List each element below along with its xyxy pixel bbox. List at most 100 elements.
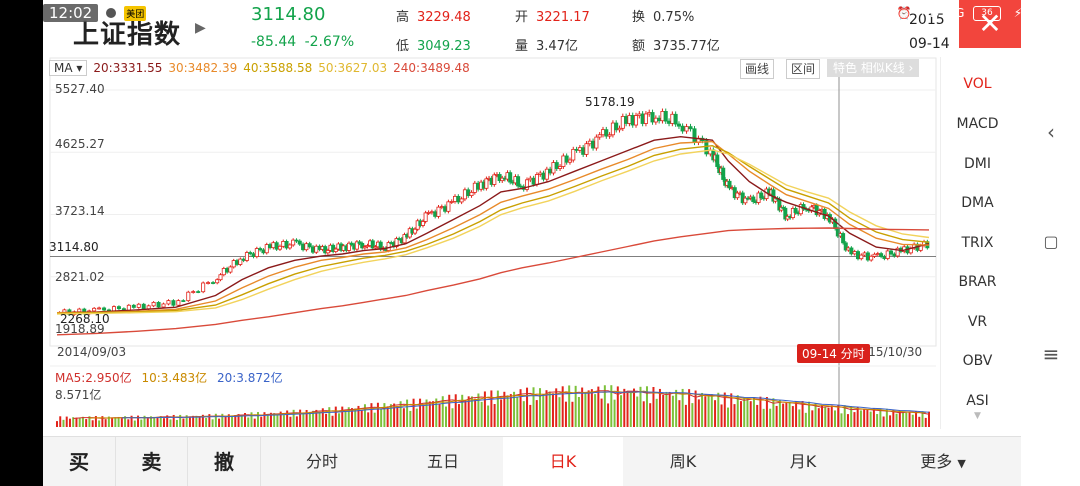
candle-body [277,245,282,250]
tab-five-day[interactable]: 五日 [426,452,459,471]
tab-monthly-k[interactable]: 月K [789,452,817,471]
indicator-dma[interactable]: DMA [961,195,994,211]
next-index-arrow-icon[interactable]: ▶ [195,20,206,36]
candle-body [882,256,887,259]
volume-bar [402,408,405,427]
volume-bar [872,408,875,427]
cancel-order-button[interactable]: 撤 [214,450,234,474]
tab-more[interactable]: 更多 ▼ [883,437,1003,486]
volume-bar [260,416,263,427]
volume-bar [496,390,499,427]
volume-bar [717,392,720,427]
volume-bar [289,416,292,427]
volume-bar [743,397,746,427]
candle-body [251,253,256,258]
ma-selector[interactable]: MA ▾ [49,60,88,76]
indicator-macd[interactable]: MACD [956,116,999,132]
close-button[interactable]: ✕ [959,0,1021,48]
indicator-vol[interactable]: VOL [963,76,992,92]
volume-bar [905,412,908,427]
candle-body [571,148,576,161]
volume-bar [801,401,804,427]
candle-body [704,140,709,155]
candle-body [453,195,458,202]
volume-bar [467,396,470,427]
candle-body [647,112,652,115]
volume-bar [198,416,201,427]
volume-bar [247,417,250,427]
volume-bar [127,419,130,427]
recents-icon[interactable]: ≡ [1042,342,1060,366]
draw-line-button[interactable]: 画线 [740,59,775,79]
candle-body [859,254,864,260]
indicator-vr[interactable]: VR [967,314,988,330]
candle-body [331,244,336,253]
volume-bar [837,404,840,427]
indicator-obv[interactable]: OBV [962,353,993,369]
buy-button[interactable]: 买 [69,450,89,474]
ma-line [56,227,930,336]
similar-kline-button[interactable]: 特色 相似K线 › [827,59,920,77]
candle-body [271,242,276,249]
volume-bar [166,415,169,427]
volume-bar [678,400,681,427]
volume-bar [331,415,334,427]
volume-bar [101,416,104,427]
volume-bar [500,399,503,427]
volume-bar [172,414,175,427]
volume-bar [59,416,62,427]
volume-bar [846,414,849,427]
notification-dot-icon [104,6,119,20]
home-icon[interactable]: ▢ [1043,232,1059,251]
volume-bar [188,417,191,427]
volume-bar [140,419,143,427]
candle-body [673,113,678,125]
candle-body [325,250,330,254]
back-icon[interactable]: ‹ [1047,120,1055,144]
tab-weekly-k[interactable]: 周K [669,452,697,471]
candle-body [607,134,612,137]
volume-bar [869,411,872,427]
volume-bar [292,409,295,427]
candle-body [541,172,546,180]
more-dots: · · · [173,4,198,22]
volume-bar [312,410,315,427]
volume-bar [354,408,357,427]
volume-bar [778,400,781,427]
indicator-asi[interactable]: ASI [966,393,989,409]
volume-bar [376,402,379,427]
kline-chart[interactable] [49,57,939,429]
volume-bar [175,419,178,427]
volume-bar [607,403,610,427]
volume-bar [68,418,71,427]
low-mark-label: 2268.10 [60,312,110,326]
volume-bar [639,386,642,427]
indicator-dmi[interactable]: DMI [964,156,991,172]
candle-body [211,282,216,284]
candle-body [751,196,756,203]
volume-bar [736,395,739,427]
volume-bar [876,414,879,427]
candle-body [554,162,559,169]
crosshair-date-tag[interactable]: 09-14 分时 [797,344,870,363]
indicator-trix[interactable]: TRIX [961,235,994,251]
volume-bar [814,403,817,427]
candle-body [663,111,668,122]
sell-button[interactable]: 卖 [141,450,162,474]
volume-bar [253,418,256,427]
ma40-value: 40:3588.58 [243,61,313,75]
tab-intraday[interactable]: 分时 [305,452,338,471]
candle-body [131,304,136,308]
index-title[interactable]: 上证指数 [73,20,182,50]
candle-body [484,178,489,189]
range-button[interactable]: 区间 [786,59,821,79]
tab-daily-k[interactable]: 日K [503,437,623,486]
volume-bar [150,416,153,427]
volume-bar [733,404,736,427]
ma30-value: 30:3482.39 [168,61,238,75]
volume-bar [461,394,464,427]
volume-bar [911,414,914,427]
candle-body [386,242,391,251]
indicator-brar[interactable]: BRAR [958,274,997,290]
scroll-down-icon[interactable]: ▼ [974,411,981,421]
